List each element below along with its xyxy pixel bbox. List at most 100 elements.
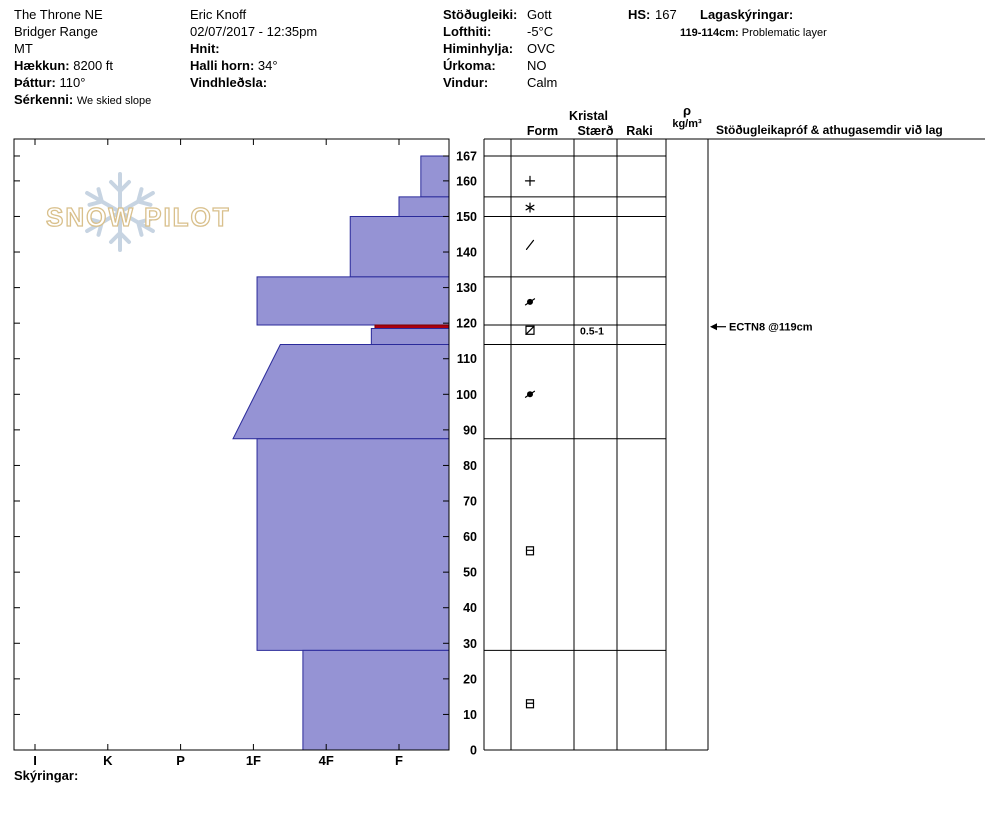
- stability-test-label: ECTN8 @119cm: [729, 322, 813, 334]
- symbol-stroke: [525, 325, 535, 335]
- elevation-row: Hækkun: 8200 ft: [14, 58, 113, 73]
- depth-tick-label: 140: [456, 246, 477, 260]
- elevation-label: Hækkun:: [14, 58, 70, 73]
- form-column-header: Form: [526, 124, 559, 138]
- precip-label-text: Úrkoma:: [443, 58, 496, 73]
- slope-angle-row: Halli horn: 34°: [190, 58, 278, 73]
- depth-tick-label: 10: [463, 708, 477, 722]
- air-temp-value: -5°C: [527, 24, 554, 39]
- special-row: Sérkenni: We skied slope: [14, 92, 151, 109]
- symbol-stroke: [525, 239, 535, 251]
- symbol-stroke: [525, 204, 535, 211]
- hs-row: HS:: [628, 7, 650, 22]
- wind-loading-label: Vindhleðsla:: [190, 75, 268, 90]
- sky-value: OVC: [527, 41, 556, 56]
- snow-layer: [349, 215, 450, 278]
- elevation-value: 8200 ft: [73, 58, 114, 73]
- depth-tick-label: 100: [456, 388, 477, 402]
- hardness-label: P: [176, 753, 185, 768]
- air-temp-label: Lofthiti:: [443, 24, 491, 39]
- hardness-label: 1F: [246, 753, 261, 768]
- aspect-row: Þáttur: 110°: [14, 75, 85, 90]
- precip-value: NO: [527, 58, 547, 73]
- grain-form-facet_bar-icon: [525, 546, 535, 556]
- depth-tick-label: 150: [456, 210, 477, 224]
- depth-tick-label: 70: [463, 495, 477, 509]
- wind-label: Vindur:: [443, 75, 488, 90]
- test-arrowhead: [710, 323, 717, 331]
- special-value: We skied slope: [76, 95, 152, 107]
- hardness-label: F: [395, 753, 403, 768]
- stability-label: Stöðugleiki:: [443, 7, 517, 22]
- slope-angle-label: Halli horn:: [190, 58, 255, 73]
- depth-tick-label: 20: [463, 672, 477, 686]
- moisture-column-header: Raki: [626, 124, 653, 138]
- symbol-stroke: [524, 298, 536, 306]
- sky-label-text: Himinhylja:: [443, 41, 514, 56]
- chart-frame: [13, 138, 450, 751]
- depth-tick-label: 40: [463, 601, 477, 615]
- depth-tick-label: 90: [463, 423, 477, 437]
- layer-notes-header: Lagaskýringar:: [700, 7, 793, 22]
- snow-layer: [398, 196, 450, 217]
- slope-angle-value: 34°: [257, 58, 278, 73]
- grain-form-stellar-icon: [525, 202, 535, 213]
- observer-name: Eric Knoff: [190, 7, 247, 22]
- depth-tick-label: 30: [463, 637, 477, 651]
- legend-label: Skýringar:: [14, 768, 79, 783]
- layer-note-range: 119-114cm:: [680, 27, 739, 39]
- layer-notes-label: Lagaskýringar:: [700, 7, 794, 22]
- snow-layer: [256, 276, 450, 326]
- aspect-value: 110°: [59, 75, 86, 90]
- air-temp-label-text: Lofthiti:: [443, 24, 492, 39]
- symbol-stroke: [524, 390, 536, 398]
- hardness-label: I: [33, 753, 37, 768]
- depth-tick-label: 0: [470, 744, 477, 758]
- pit-name: The Throne NE: [14, 7, 103, 22]
- depth-tick-label: 110: [457, 352, 477, 366]
- depth-tick-label: 160: [456, 174, 477, 188]
- snow-layer: [420, 155, 450, 198]
- grain-form-round-icon: [524, 390, 536, 398]
- density-symbol-header: ρ: [682, 103, 692, 118]
- stability-label-text: Stöðugleiki:: [443, 7, 518, 22]
- wind-loading-row: Vindhleðsla:: [190, 75, 267, 90]
- grain-form-fragment-icon: [525, 239, 535, 251]
- depth-tick-label: 80: [463, 459, 477, 473]
- snow-layer: [370, 327, 450, 346]
- layer-note: 119-114cm: Problematic layer: [680, 26, 827, 41]
- grain-form-round-icon: [524, 298, 536, 306]
- coords-row: Hnit:: [190, 41, 220, 56]
- grain-form-facet_bar-icon: [525, 699, 535, 709]
- precip-label: Úrkoma:: [443, 58, 496, 73]
- depth-tick-label: 120: [456, 317, 477, 331]
- grain-form-plus-icon: [524, 175, 536, 186]
- sky-label: Himinhylja:: [443, 41, 513, 56]
- comments-column-header: Stöðugleikapróf & athugasemdir við lag: [716, 123, 943, 137]
- density-unit-header: kg/m³: [672, 118, 702, 130]
- stability-value: Gott: [527, 7, 552, 22]
- wind-value: Calm: [527, 75, 558, 90]
- grain-size-label: 0.5-1: [580, 325, 604, 337]
- snow-layer: [232, 344, 450, 440]
- depth-tick-label: 50: [463, 566, 477, 580]
- pit-datetime: 02/07/2017 - 12:35pm: [190, 24, 318, 39]
- hardness-label: K: [103, 753, 113, 768]
- state: MT: [14, 41, 33, 56]
- hardness-label: 4F: [319, 753, 334, 768]
- snow-layer: [256, 438, 450, 651]
- coords-label: Hnit:: [190, 41, 220, 56]
- snow-layer: [302, 649, 450, 751]
- depth-tick-label: 130: [456, 281, 477, 295]
- symbol-box: [525, 325, 535, 335]
- special-label: Sérkenni:: [14, 92, 74, 107]
- crystal-group-header: Kristal: [569, 109, 608, 123]
- grain-form-facet_slash-icon: [525, 325, 535, 335]
- hs-value: 167: [655, 7, 677, 22]
- aspect-label: Þáttur:: [14, 75, 56, 90]
- mountain-range: Bridger Range: [14, 24, 98, 39]
- layer-note-text: Problematic layer: [741, 27, 827, 39]
- depth-tick-label: 167: [456, 149, 477, 163]
